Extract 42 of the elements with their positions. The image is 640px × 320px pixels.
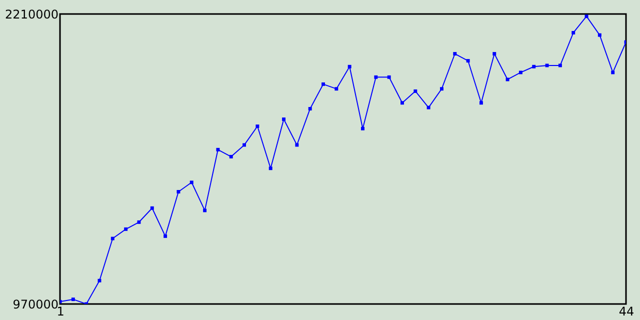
- point: [492, 52, 496, 56]
- point: [545, 64, 549, 68]
- y-tick-label: 2210000: [5, 8, 58, 22]
- point: [361, 126, 364, 130]
- point: [558, 64, 562, 68]
- line-series: [60, 14, 626, 304]
- point: [268, 166, 272, 170]
- point: [348, 64, 352, 68]
- point: [124, 227, 128, 231]
- y-tick-label: 970000: [12, 298, 58, 312]
- point: [295, 143, 299, 147]
- point: [611, 70, 615, 74]
- x-tick-label: 44: [618, 304, 634, 318]
- point: [216, 148, 220, 152]
- point: [137, 220, 141, 224]
- point: [479, 101, 483, 105]
- point: [242, 143, 246, 147]
- point: [426, 106, 430, 110]
- point: [203, 208, 207, 212]
- point: [440, 87, 444, 91]
- point: [176, 190, 180, 194]
- point: [572, 30, 576, 34]
- point: [164, 234, 168, 238]
- point: [334, 87, 338, 91]
- point: [308, 106, 312, 110]
- point: [414, 89, 418, 93]
- point: [466, 59, 470, 63]
- point: [71, 298, 75, 302]
- point: [190, 180, 194, 184]
- x-tick-label: 1: [56, 304, 64, 318]
- point: [322, 82, 325, 86]
- point: [387, 75, 391, 79]
- point: [282, 118, 286, 121]
- point: [229, 154, 233, 158]
- point: [150, 206, 154, 210]
- point: [598, 33, 602, 37]
- point: [400, 101, 404, 105]
- point: [453, 52, 457, 56]
- point: [256, 124, 260, 128]
- point: [374, 75, 378, 79]
- point: [532, 64, 536, 68]
- point: [518, 70, 522, 74]
